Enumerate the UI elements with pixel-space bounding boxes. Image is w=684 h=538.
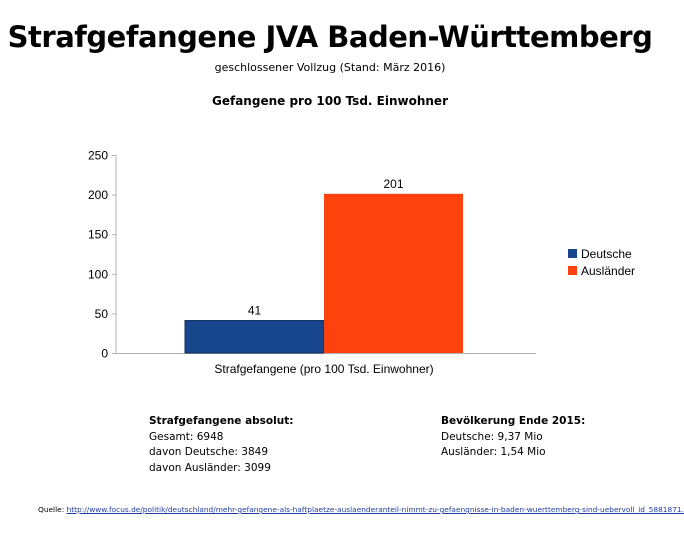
page-title: Strafgefangene JVA Baden-Württemberg [7, 20, 653, 54]
y-tick-label: 100 [88, 267, 108, 281]
bar-chart: 0 50 100 150 200 250 41 201 Strafgefangene (pro … [88, 149, 536, 376]
data-label: 201 [383, 177, 403, 191]
info-population-heading: Bevölkerung Ende 2015: [441, 415, 586, 427]
info-absolute-line: davon Ausländer: 3099 [149, 461, 271, 474]
legend-swatch-deutsche [568, 249, 577, 258]
x-category-label: Strafgefangene (pro 100 Tsd. Einwohner) [214, 362, 433, 376]
info-population-line: Ausländer: 1,54 Mio [441, 446, 546, 458]
info-absolute-line: davon Deutsche: 3849 [149, 446, 269, 458]
legend-label-auslaender: Ausländer [581, 263, 636, 278]
y-tick-label: 150 [88, 228, 108, 242]
legend-swatch-auslaender [568, 266, 577, 275]
bar-deutsche [184, 320, 325, 354]
legend-item-auslaender: Ausländer [568, 262, 635, 279]
info-population-line: Deutsche: 9,37 Mio [441, 430, 543, 443]
info-absolute-heading: Strafgefangene absolut: [149, 415, 294, 427]
legend-item-deutsche: Deutsche [568, 245, 635, 262]
y-tick-label: 250 [88, 149, 108, 163]
source-citation: Quelle: http://www.focus.de/politik/deut… [38, 505, 684, 514]
bar-ausländer [324, 193, 463, 353]
data-label: 41 [248, 304, 262, 318]
y-tick-label: 200 [88, 188, 108, 202]
source-label: Quelle: [38, 505, 65, 514]
y-tick-label: 50 [95, 307, 109, 321]
y-tick-label: 0 [101, 347, 108, 361]
page-subtitle: geschlossener Vollzug (Stand: März 2016) [214, 61, 446, 74]
source-link[interactable]: http://www.focus.de/politik/deutschland/… [66, 505, 684, 514]
chart-legend: Deutsche Ausländer [568, 245, 635, 279]
info-population: Bevölkerung Ende 2015: Deutsche: 9,37 Mi… [441, 414, 585, 461]
info-absolute-counts: Strafgefangene absolut: Gesamt: 6948 dav… [149, 414, 293, 476]
info-absolute-line: Gesamt: 6948 [149, 430, 224, 443]
chart-title: Gefangene pro 100 Tsd. Einwohner [212, 94, 448, 108]
legend-label-deutsche: Deutsche [581, 246, 632, 261]
